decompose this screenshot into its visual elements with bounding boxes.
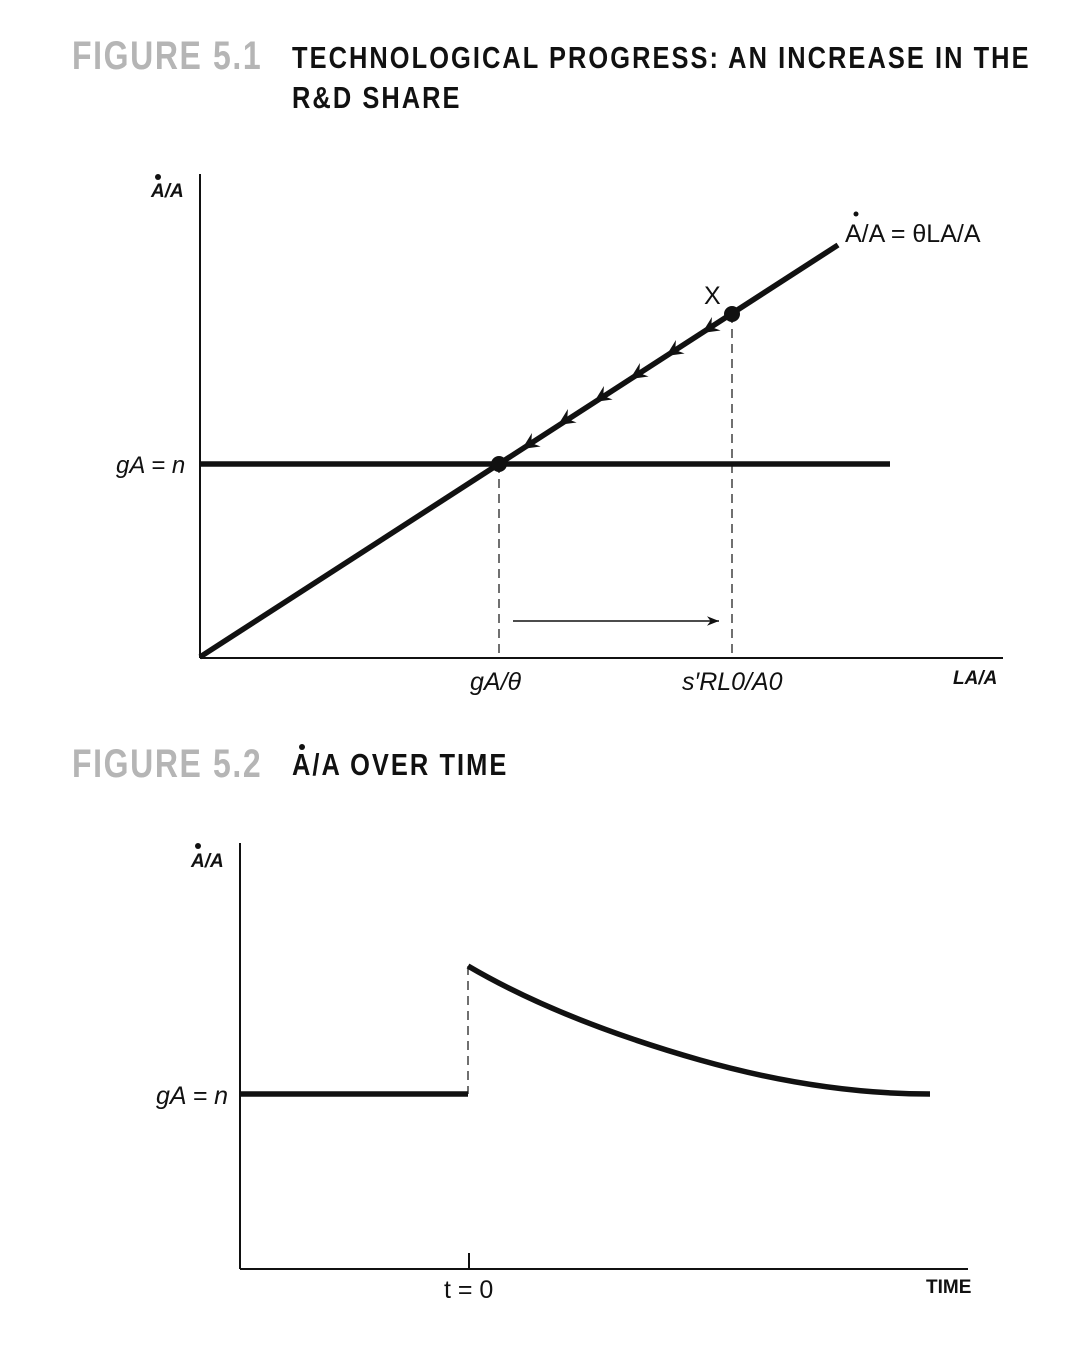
figure-2-level-label: gA = n — [156, 1082, 228, 1110]
figure-1-tick-label-2: s′RL0/A0 — [682, 668, 783, 696]
figure-1-path-arrows — [522, 317, 721, 449]
figure-2-y-label-overdot — [195, 843, 201, 849]
figure-2-diagram: A/A TIME gA = n t = 0 — [156, 843, 971, 1304]
figure-1-y-axis-label: A/A — [150, 181, 184, 202]
figure-1-title: TECHNOLOGICAL PROGRESS: AN INCREASE IN T… — [292, 38, 1031, 118]
figure-1-label: FIGURE 5.1 — [72, 34, 263, 78]
figure-2-title-overdot — [299, 744, 305, 750]
figure-2-y-axis-label: A/A — [190, 851, 224, 872]
figure-2-title: A/A OVER TIME — [292, 747, 509, 782]
figure-1-y-label-overdot — [155, 174, 161, 180]
figure-1-steady-state-point — [491, 456, 507, 472]
figure-2-decay-curve — [466, 963, 931, 1097]
figure-1-tick-label-1: gA/θ — [470, 668, 522, 696]
figure-1-line-label-overdot — [853, 211, 859, 217]
figure-1-point-x — [724, 306, 740, 322]
figure-1-rising-line-label: A/A = θLA/A — [845, 220, 981, 248]
figure-2-label: FIGURE 5.2 — [72, 742, 263, 786]
figure-1-title-line-2: R&D SHARE — [292, 80, 462, 115]
figure-1-point-x-label: X — [704, 282, 721, 310]
figure-1-rising-line — [198, 242, 840, 660]
figure-2-tick-label: t = 0 — [444, 1276, 493, 1304]
figure-1-x-axis-label: LA/A — [953, 668, 997, 689]
figure-2-x-axis-label: TIME — [926, 1277, 971, 1298]
figure-1-title-line-1: TECHNOLOGICAL PROGRESS: AN INCREASE IN T… — [292, 40, 1031, 75]
figure-1-horizontal-line-label: gA = n — [116, 452, 185, 479]
figure-1-diagram: A/A LA/A gA = n A/A = θLA/A X gA/θ s — [116, 174, 1003, 696]
